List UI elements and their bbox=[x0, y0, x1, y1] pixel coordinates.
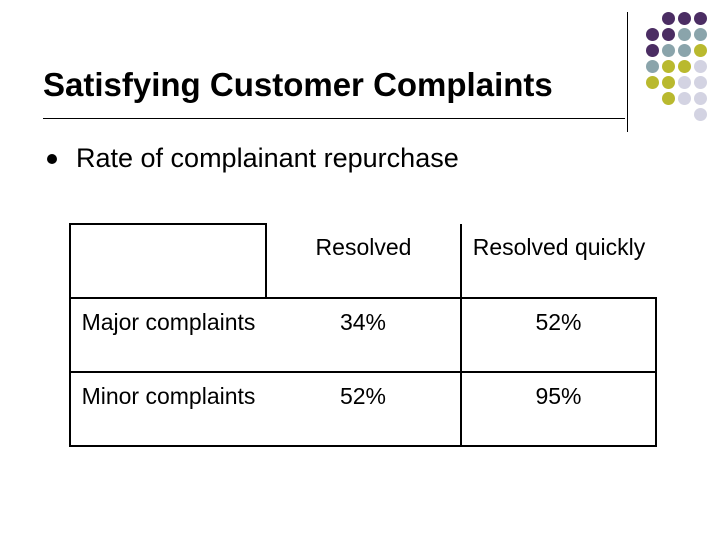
bullet-text: Rate of complainant repurchase bbox=[76, 143, 459, 173]
slide-title: Satisfying Customer Complaints bbox=[43, 66, 553, 103]
decor-dot bbox=[662, 60, 675, 73]
decor-dot bbox=[662, 44, 675, 57]
bullet-item: Rate of complainant repurchase bbox=[47, 143, 459, 174]
decor-dot bbox=[662, 76, 675, 89]
column-header-resolved-quickly: Resolved quickly bbox=[460, 224, 656, 298]
row-label: Major complaints bbox=[69, 297, 266, 372]
repurchase-table: Resolved Resolved quickly Major complain… bbox=[69, 223, 657, 447]
decor-dot bbox=[662, 92, 675, 105]
decor-dot bbox=[646, 28, 659, 41]
decor-dot bbox=[678, 92, 691, 105]
decor-dot bbox=[678, 44, 691, 57]
decor-dot bbox=[694, 76, 707, 89]
decor-dot bbox=[662, 28, 675, 41]
decor-dot bbox=[678, 60, 691, 73]
decor-dot bbox=[646, 44, 659, 57]
decor-dot bbox=[662, 12, 675, 25]
table-cell: 34% bbox=[266, 297, 462, 372]
decor-dot bbox=[678, 12, 691, 25]
table-cell: 52% bbox=[461, 297, 657, 372]
vertical-divider bbox=[627, 12, 628, 132]
table-header-empty bbox=[69, 223, 267, 298]
decor-dot bbox=[694, 60, 707, 73]
decor-dot bbox=[646, 76, 659, 89]
table-row: Minor complaints 52% 95% bbox=[69, 371, 657, 447]
decor-dot bbox=[646, 60, 659, 73]
row-label: Minor complaints bbox=[69, 371, 266, 447]
decor-dot bbox=[678, 76, 691, 89]
decor-dot bbox=[694, 92, 707, 105]
decor-dot bbox=[694, 44, 707, 57]
column-header-resolved: Resolved bbox=[266, 224, 462, 298]
table-cell: 52% bbox=[266, 371, 462, 447]
decor-dot bbox=[694, 12, 707, 25]
bullet-icon bbox=[47, 153, 57, 164]
decor-dot bbox=[694, 28, 707, 41]
title-divider bbox=[43, 118, 625, 119]
table-cell: 95% bbox=[461, 371, 657, 447]
table-header-row: Resolved Resolved quickly bbox=[69, 223, 656, 298]
table-row: Major complaints 34% 52% bbox=[69, 297, 657, 372]
decor-dot bbox=[694, 108, 707, 121]
decor-dot bbox=[678, 28, 691, 41]
